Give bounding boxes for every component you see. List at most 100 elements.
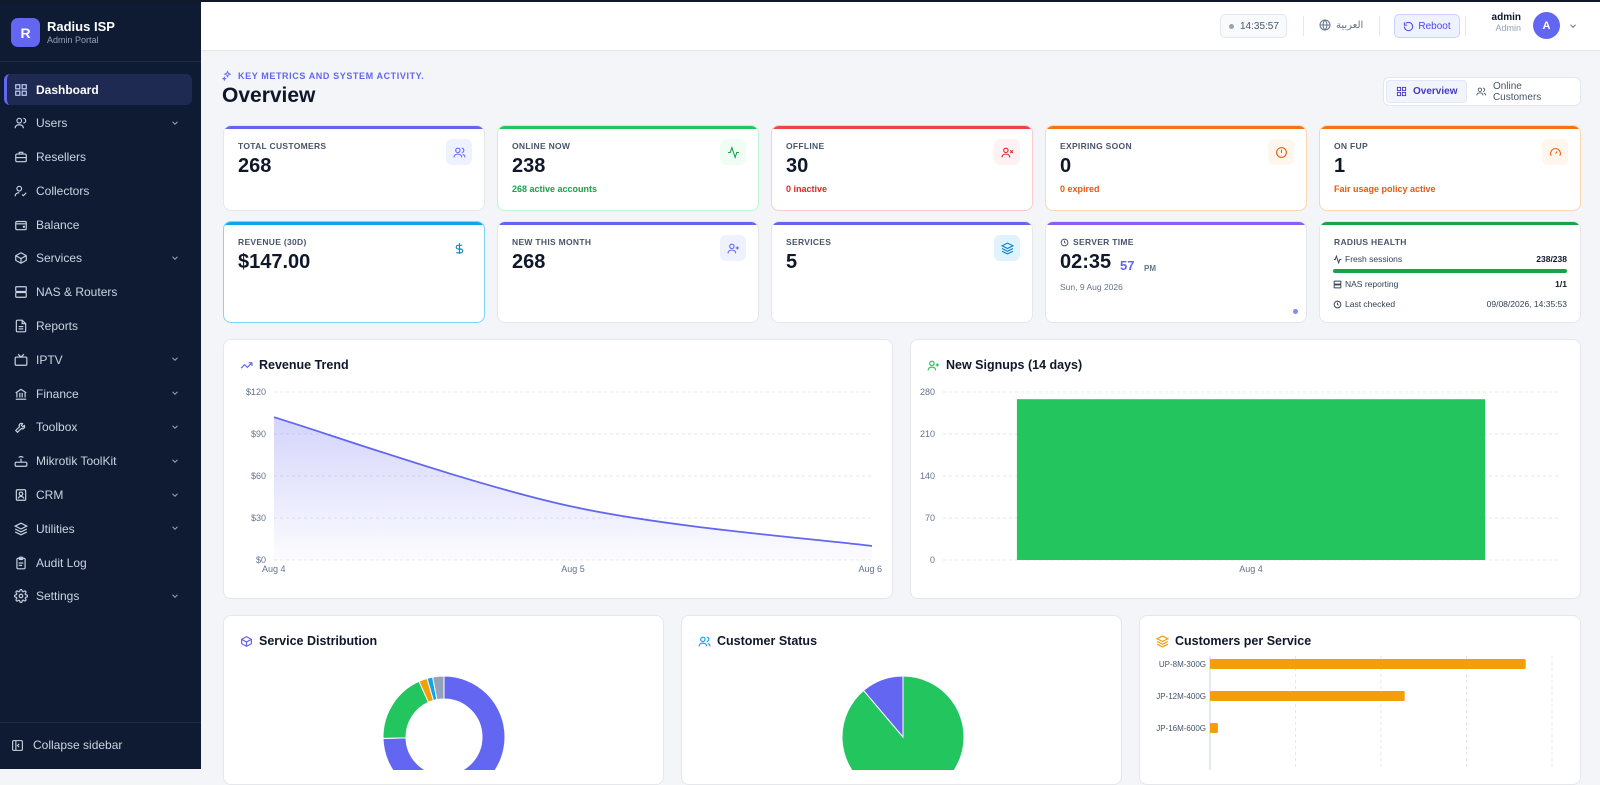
- y-tick-label: $90: [251, 429, 266, 439]
- layers-icon: [1156, 634, 1169, 648]
- panel-customer-status: Customer Status: [681, 615, 1122, 785]
- service-bar: [1210, 723, 1218, 733]
- user-name: admin: [1491, 12, 1521, 23]
- card-radius-health: RADIUS HEALTH Fresh sessions 238/238 NAS…: [1319, 221, 1581, 323]
- pie-slice: [862, 675, 904, 739]
- sidebar-item-audit-log[interactable]: Audit Log: [4, 547, 192, 578]
- card-revenue[interactable]: REVENUE (30D) $147.00: [223, 221, 485, 323]
- card-label: EXPIRING SOON: [1060, 141, 1132, 151]
- users-icon: [1476, 87, 1487, 96]
- sidebar: R Radius ISP Admin Portal Dashboard Users…: [0, 0, 201, 769]
- new-signups-chart: 0 70 140 210 280 Aug 4: [920, 387, 1559, 574]
- user-menu[interactable]: admin Admin: [1463, 12, 1548, 33]
- user-check-icon: [14, 185, 27, 197]
- sidebar-item-iptv[interactable]: IPTV: [4, 344, 192, 375]
- clock-badge: 14:35:57: [1220, 14, 1287, 38]
- last-checked-value: 09/08/2026, 14:35:53: [1486, 299, 1567, 309]
- tab-overview[interactable]: Overview: [1386, 80, 1468, 103]
- card-new-this-month[interactable]: NEW THIS MONTH 268: [497, 221, 759, 323]
- card-offline[interactable]: OFFLINE 30 0 inactive: [771, 125, 1033, 211]
- card-expiring-soon[interactable]: EXPIRING SOON 0 0 expired: [1045, 125, 1307, 211]
- card-label: ONLINE NOW: [512, 141, 571, 151]
- fresh-sessions-bar: [1333, 269, 1567, 273]
- fresh-sessions-value: 238/238: [1536, 254, 1567, 264]
- service-bar: [1210, 691, 1405, 701]
- panel-new-signups: New Signups (14 days) 0 70 140 210 280 Aug 4: [910, 339, 1581, 599]
- collapse-sidebar-button[interactable]: Collapse sidebar: [11, 738, 122, 752]
- users-icon: [14, 118, 27, 129]
- status-dot: [1293, 309, 1298, 314]
- sidebar-item-label: Mikrotik ToolKit: [36, 454, 117, 469]
- sidebar-item-label: NAS & Routers: [36, 285, 118, 300]
- chevron-down-icon: [172, 357, 178, 362]
- card-value: 0: [1060, 155, 1072, 177]
- customer-status-chart: [841, 675, 965, 770]
- panel-title: New Signups (14 days): [927, 358, 1082, 372]
- sidebar-item-balance[interactable]: Balance: [4, 209, 192, 240]
- card-value: 30: [786, 155, 809, 177]
- server-time-label: SERVER TIME: [1073, 237, 1134, 247]
- card-label: SERVER TIME: [1060, 237, 1134, 247]
- sidebar-item-label: Settings: [36, 589, 80, 604]
- chevron-down-icon: [172, 425, 178, 429]
- avatar[interactable]: A: [1533, 12, 1560, 39]
- sidebar-item-crm[interactable]: CRM: [4, 480, 192, 511]
- chevron-down-icon[interactable]: [1568, 21, 1578, 31]
- brand[interactable]: R Radius ISP Admin Portal: [11, 18, 115, 47]
- sidebar-item-finance[interactable]: Finance: [4, 378, 192, 409]
- y-tick-label: JP-12M-400G: [1156, 692, 1206, 701]
- box-icon: [241, 635, 252, 647]
- brand-title: Radius ISP: [47, 19, 115, 34]
- card-services[interactable]: SERVICES 5: [771, 221, 1033, 323]
- x-tick-label: Aug 5: [561, 564, 585, 574]
- reboot-button[interactable]: Reboot: [1394, 14, 1460, 38]
- brand-logo: R: [11, 18, 40, 47]
- sidebar-item-label: Resellers: [36, 150, 87, 165]
- sidebar-item-mikrotik-toolkit[interactable]: Mikrotik ToolKit: [4, 446, 192, 477]
- users-icon: [446, 139, 472, 165]
- customers-per-service-chart: UP-8M-300G JP-12M-400G JP-16M-600G: [1156, 656, 1553, 770]
- sidebar-item-services[interactable]: Services: [4, 243, 192, 274]
- sparkles-icon: [222, 70, 232, 81]
- clipboard-icon: [16, 556, 26, 570]
- language-switch[interactable]: العربية: [1319, 19, 1363, 31]
- card-on-fup[interactable]: ON FUP 1 Fair usage policy active: [1319, 125, 1581, 211]
- service-distribution-chart: [382, 675, 506, 770]
- trending-up-icon: [240, 361, 253, 369]
- language-label: العربية: [1336, 19, 1364, 31]
- page-kicker: KEY METRICS AND SYSTEM ACTIVITY.: [222, 70, 424, 81]
- panel-title: Service Distribution: [240, 634, 377, 648]
- sidebar-item-label: Dashboard: [36, 82, 99, 97]
- file-icon: [15, 319, 27, 333]
- sidebar-item-settings[interactable]: Settings: [4, 581, 192, 612]
- tab-online-customers[interactable]: Online Customers: [1467, 80, 1578, 103]
- sidebar-item-label: Reports: [36, 319, 79, 334]
- activity-icon: [1333, 254, 1342, 264]
- contact-icon: [15, 489, 27, 501]
- server-time-seconds: 57: [1120, 258, 1135, 273]
- topbar: 14:35:57 العربية Reboot admin Admin A: [201, 2, 1600, 51]
- refresh-icon: [1404, 21, 1414, 31]
- card-online-now[interactable]: ONLINE NOW 238 268 active accounts: [497, 125, 759, 211]
- sidebar-item-label: Toolbox: [36, 420, 78, 435]
- server-time-date: Sun, 9 Aug 2026: [1060, 282, 1123, 292]
- sidebar-item-resellers[interactable]: Resellers: [4, 142, 192, 173]
- sidebar-item-utilities[interactable]: Utilities: [4, 513, 192, 544]
- user-plus-icon: [927, 360, 939, 370]
- sidebar-item-reports[interactable]: Reports: [4, 311, 192, 342]
- layers-icon: [994, 235, 1020, 261]
- last-checked-label: Last checked: [1345, 299, 1396, 309]
- sidebar-item-toolbox[interactable]: Toolbox: [4, 412, 192, 443]
- sidebar-item-label: Utilities: [36, 521, 75, 536]
- sidebar-item-collectors[interactable]: Collectors: [4, 175, 192, 206]
- sidebar-item-users[interactable]: Users: [4, 108, 192, 139]
- sidebar-item-nas-routers[interactable]: NAS & Routers: [4, 277, 192, 308]
- y-tick-label: 210: [920, 429, 935, 439]
- globe-icon: [1319, 19, 1331, 31]
- clock-time: 14:35:57: [1240, 20, 1279, 32]
- card-label: ON FUP: [1334, 141, 1368, 151]
- sidebar-item-label: IPTV: [36, 352, 63, 367]
- card-total-customers[interactable]: TOTAL CUSTOMERS 268: [223, 125, 485, 211]
- sidebar-item-label: Finance: [36, 386, 79, 401]
- sidebar-item-dashboard[interactable]: Dashboard: [4, 74, 192, 105]
